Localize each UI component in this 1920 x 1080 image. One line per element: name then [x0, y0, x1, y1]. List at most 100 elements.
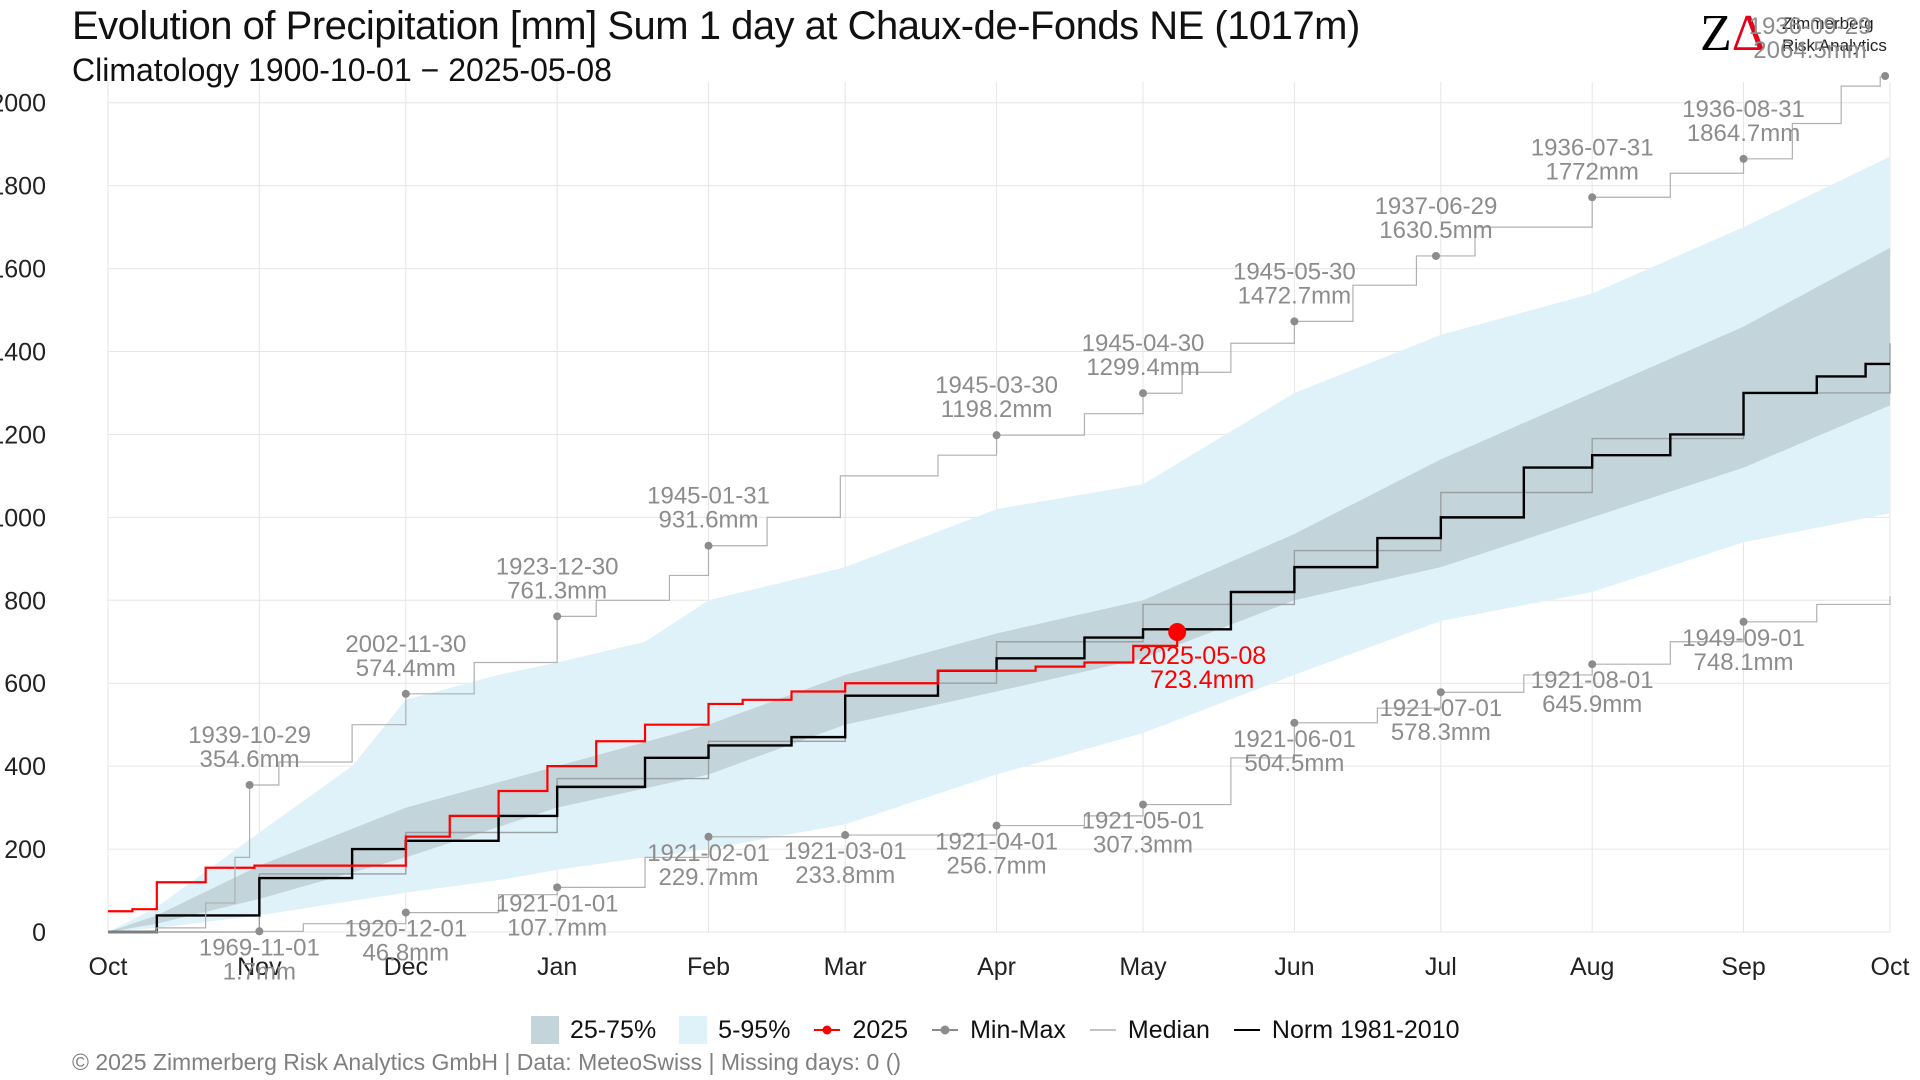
legend-item: 2025: [812, 1015, 908, 1045]
min-annotation-point: [1290, 718, 1299, 727]
min-annotation-value: 307.3mm: [1093, 832, 1193, 859]
max-annotation-point: [1588, 193, 1597, 202]
max-annotation-point: [1290, 317, 1299, 326]
legend-item: Min-Max: [930, 1015, 1066, 1045]
min-annotation-value: 578.3mm: [1391, 719, 1491, 746]
legend-item: Median: [1088, 1015, 1210, 1045]
min-annotation-date: 1921-05-01: [1082, 808, 1205, 835]
logo-mark-z: Z: [1700, 5, 1732, 62]
y-tick-label: 400: [4, 753, 46, 781]
min-annotation-value: 1.7mm: [223, 958, 296, 985]
logo-tagline: Risk Analytics: [1782, 36, 1887, 55]
min-annotation-point: [992, 821, 1001, 830]
legend-swatch-icon: [679, 1016, 708, 1044]
min-annotation-point: [1436, 688, 1445, 697]
legend-swatch-icon: [932, 1025, 959, 1035]
legend-label: 5-95%: [718, 1015, 791, 1044]
max-annotation-value: 354.6mm: [200, 746, 300, 773]
max-annotation-point: [553, 612, 562, 621]
max-annotation-date: 1937-06-29: [1375, 193, 1498, 220]
min-annotation-date: 1921-07-01: [1379, 695, 1502, 722]
min-annotation-value: 645.9mm: [1542, 691, 1642, 718]
band-25-75: [108, 247, 1890, 933]
max-annotation-point: [992, 431, 1001, 440]
x-tick-label: Aug: [1570, 953, 1614, 981]
min-annotation-point: [401, 908, 410, 917]
max-annotation-point: [1739, 154, 1748, 163]
max-annotation-value: 574.4mm: [356, 655, 456, 682]
min-annotation-point: [255, 927, 264, 936]
x-tick-label: Oct: [89, 953, 128, 981]
x-tick-label: Sep: [1721, 953, 1765, 981]
max-annotation-value: 761.3mm: [507, 577, 607, 604]
min-annotation-point: [553, 883, 562, 892]
legend-swatch-icon: [531, 1016, 559, 1044]
min-annotation-point: [704, 832, 713, 841]
chart-subtitle: Climatology 1900-10-01 − 2025-05-08: [72, 52, 612, 88]
legend-item: 25-75%: [530, 1015, 656, 1045]
min-annotation-point: [1739, 617, 1748, 626]
min-annotation-date: 1969-11-01: [199, 934, 320, 961]
x-tick-label: Apr: [977, 953, 1016, 981]
legend-item: Norm 1981-2010: [1232, 1015, 1460, 1045]
min-annotation-point: [1139, 800, 1148, 809]
legend-label: Median: [1127, 1015, 1210, 1044]
x-tick-label: Dec: [384, 953, 428, 981]
logo-mark-delta: Δ: [1731, 5, 1766, 62]
legend-label: Min-Max: [970, 1015, 1066, 1044]
legend-label: 2025: [852, 1015, 909, 1044]
minmax-line: [108, 596, 1891, 933]
min-annotation-value: 504.5mm: [1244, 750, 1344, 777]
max-annotation-date: 1945-04-30: [1082, 330, 1205, 357]
min-annotation-value: 107.7mm: [507, 914, 607, 941]
norm-line: [108, 362, 1890, 934]
median-line: [108, 343, 1891, 933]
legend-swatch-icon: [1233, 1029, 1260, 1031]
band-5-95: [108, 156, 1890, 932]
y-tick-label: 200: [4, 836, 46, 864]
max-annotation-value: 1198.2mm: [941, 396, 1053, 423]
y-tick-label: 1600: [0, 256, 46, 284]
max-annotation-value: 1299.4mm: [1086, 354, 1199, 381]
x-tick-label: Feb: [687, 953, 730, 981]
min-annotation-date: 1921-03-01: [784, 838, 907, 865]
max-annotation-date: 1945-05-30: [1233, 258, 1356, 285]
max-annotation-date: 1923-12-30: [496, 553, 619, 580]
min-annotation-value: 233.8mm: [795, 862, 895, 889]
legend-label: 25-75%: [570, 1015, 657, 1044]
min-annotation-value: 748.1mm: [1694, 649, 1794, 676]
max-annotation-point: [1139, 389, 1148, 398]
min-annotation-point: [841, 831, 850, 840]
legend-swatch-icon: [814, 1025, 841, 1035]
max-annotation-date: 1945-03-30: [935, 372, 1058, 399]
x-tick-label: Oct: [1871, 953, 1910, 981]
x-tick-label: Jul: [1425, 953, 1457, 981]
min-annotation-date: 1921-06-01: [1233, 726, 1356, 753]
max-annotation-date: 1936-07-31: [1531, 134, 1654, 161]
y-tick-label: 1800: [0, 173, 46, 201]
min-annotation-value: 46.8mm: [362, 940, 449, 967]
y-tick-label: 800: [4, 587, 46, 615]
current-date-label: 2025-05-08: [1138, 642, 1266, 670]
max-annotation-value: 931.6mm: [658, 507, 758, 534]
y-tick-label: 0: [32, 919, 46, 947]
min-annotation-date: 1921-01-01: [496, 890, 619, 917]
max-annotation-point: [401, 689, 410, 698]
legend-item: 5-95%: [678, 1015, 790, 1045]
max-annotation-date: 1939-10-29: [188, 722, 311, 749]
max-annotation-value: 1472.7mm: [1238, 282, 1351, 309]
min-annotation-date: 1920-12-01: [344, 916, 467, 943]
x-tick-label: Jun: [1274, 953, 1314, 981]
y-tick-label: 1200: [0, 421, 46, 449]
min-annotation-date: 1921-08-01: [1531, 667, 1654, 694]
min-annotation-date: 1921-04-01: [935, 829, 1058, 856]
min-annotation-date: 1949-09-01: [1682, 625, 1805, 652]
x-tick-label: Mar: [824, 953, 867, 981]
max-annotation-point: [1431, 251, 1440, 260]
footer-credits: © 2025 Zimmerberg Risk Analytics GmbH | …: [72, 1049, 902, 1075]
max-annotation-date: 1936-08-31: [1682, 96, 1805, 123]
max-annotation-point: [245, 780, 254, 789]
current-point: [1168, 623, 1187, 642]
max-annotation-date: 1936-09-29: [1749, 13, 1872, 40]
legend-label: Norm 1981-2010: [1271, 1015, 1460, 1044]
